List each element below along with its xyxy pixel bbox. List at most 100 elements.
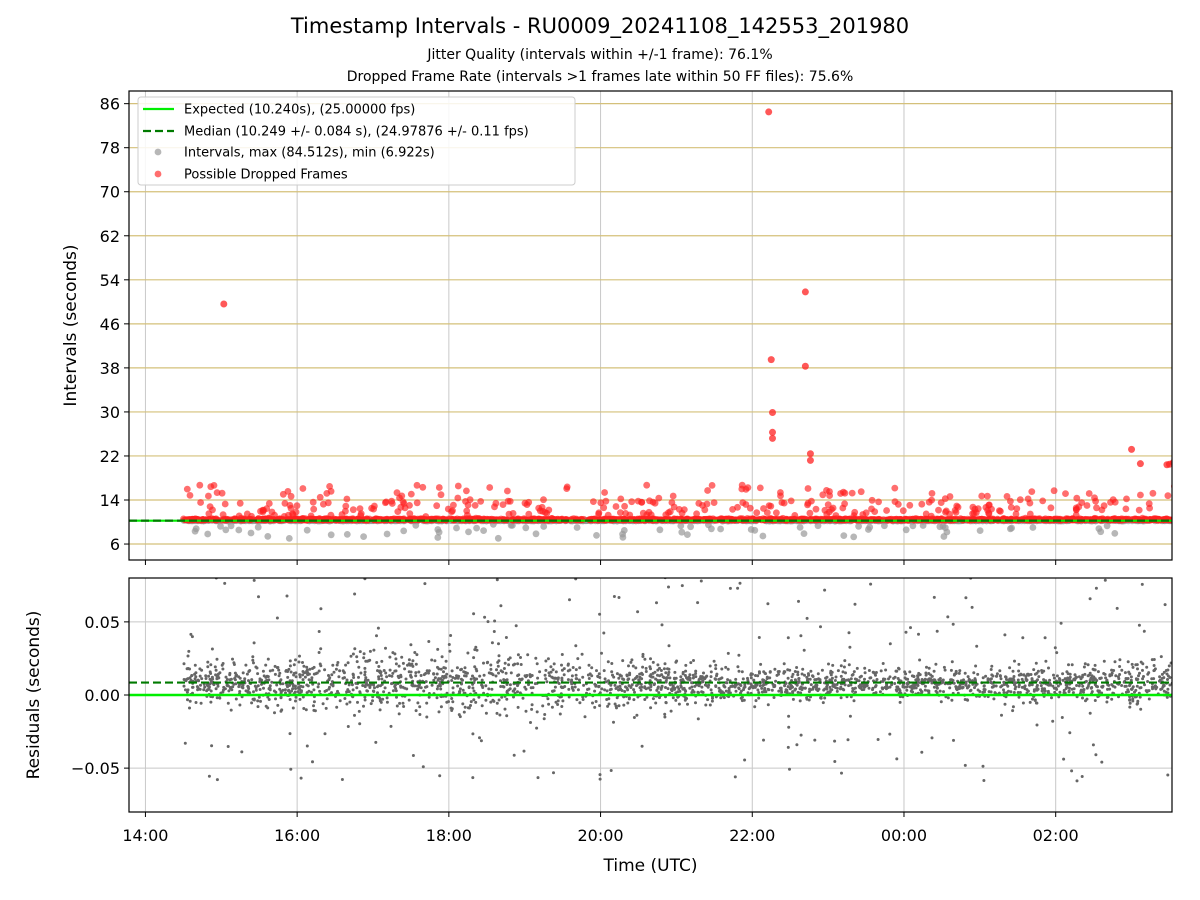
dropped-point bbox=[492, 499, 500, 507]
residual-point bbox=[673, 687, 676, 691]
residual-point bbox=[852, 699, 856, 703]
residual-point bbox=[543, 713, 547, 716]
residual-point bbox=[298, 697, 302, 701]
residual-point bbox=[649, 673, 653, 677]
residual-point bbox=[364, 676, 368, 680]
residual-point bbox=[1016, 678, 1020, 682]
residual-point bbox=[685, 697, 689, 700]
residual-point bbox=[784, 688, 788, 692]
interval-point bbox=[285, 535, 293, 542]
residual-point bbox=[388, 655, 392, 659]
residual-point bbox=[1021, 701, 1025, 705]
residual-point bbox=[363, 698, 367, 702]
residual-point bbox=[932, 595, 936, 599]
residual-point bbox=[593, 689, 597, 693]
residual-point bbox=[289, 670, 293, 674]
residual-point bbox=[731, 684, 735, 688]
residual-point bbox=[393, 683, 397, 687]
residual-point bbox=[1128, 701, 1132, 705]
residual-point bbox=[489, 700, 493, 704]
residual-point bbox=[1024, 675, 1028, 678]
dropped-point bbox=[809, 516, 817, 523]
residual-point bbox=[843, 659, 847, 663]
residual-point bbox=[1096, 670, 1100, 674]
dropped-point bbox=[309, 498, 317, 506]
residual-point bbox=[184, 688, 187, 692]
residual-point bbox=[610, 662, 614, 665]
residual-point bbox=[631, 664, 635, 668]
dropped-point bbox=[540, 496, 547, 504]
residual-point bbox=[926, 678, 930, 682]
residual-point bbox=[324, 706, 328, 710]
residual-point bbox=[252, 578, 256, 582]
residual-point bbox=[674, 698, 678, 702]
residual-point bbox=[1079, 677, 1083, 681]
interval-point bbox=[677, 522, 685, 530]
residual-point bbox=[233, 671, 237, 675]
residual-point bbox=[1033, 672, 1037, 676]
residual-point bbox=[362, 704, 365, 708]
residual-point bbox=[595, 669, 598, 673]
residual-point bbox=[651, 660, 655, 664]
residual-point bbox=[865, 684, 869, 688]
residual-point bbox=[881, 662, 885, 665]
residual-point bbox=[450, 709, 454, 712]
y-tick-label: 78 bbox=[100, 139, 120, 158]
residual-point bbox=[664, 701, 668, 705]
residual-point bbox=[516, 653, 520, 657]
residual-point bbox=[256, 684, 260, 688]
interval-point bbox=[453, 524, 460, 532]
dropped-point bbox=[829, 504, 837, 512]
residual-point bbox=[820, 668, 824, 672]
residual-point bbox=[571, 666, 575, 669]
dropped-point bbox=[763, 509, 771, 516]
residual-point bbox=[668, 676, 672, 680]
dropped-point bbox=[449, 507, 456, 515]
residual-point bbox=[598, 773, 602, 777]
residual-point bbox=[210, 647, 214, 651]
residual-point bbox=[204, 677, 208, 680]
residual-point bbox=[844, 671, 847, 675]
residual-point bbox=[275, 616, 279, 620]
residual-point bbox=[472, 698, 476, 702]
residual-point bbox=[363, 695, 367, 699]
residual-point bbox=[826, 683, 829, 687]
residual-point bbox=[1040, 687, 1044, 691]
residual-point bbox=[374, 740, 378, 744]
residual-point bbox=[563, 685, 567, 688]
residual-point bbox=[680, 584, 684, 588]
residual-point bbox=[754, 699, 758, 703]
residual-point bbox=[605, 698, 609, 701]
interval-point bbox=[473, 524, 480, 532]
dropped-point bbox=[689, 516, 697, 523]
residual-point bbox=[310, 690, 313, 694]
residual-point bbox=[607, 702, 611, 706]
residual-point bbox=[533, 682, 537, 686]
residual-point bbox=[974, 664, 978, 668]
residual-point bbox=[213, 665, 217, 669]
dropped-point bbox=[218, 489, 226, 497]
residual-point bbox=[1085, 697, 1089, 701]
residual-point bbox=[725, 681, 729, 685]
dropped-point bbox=[1171, 518, 1172, 522]
residual-point bbox=[1107, 683, 1111, 687]
residual-point bbox=[790, 679, 793, 682]
residual-point bbox=[461, 702, 465, 706]
residual-point bbox=[1051, 684, 1055, 688]
y-tick-label: 86 bbox=[100, 95, 120, 114]
residual-point bbox=[268, 684, 272, 688]
dropped-point bbox=[1093, 504, 1100, 512]
residual-point bbox=[1141, 662, 1145, 666]
residual-point bbox=[362, 652, 366, 656]
residual-point bbox=[1067, 690, 1071, 694]
residual-point bbox=[600, 687, 604, 691]
intervals-axes-frame bbox=[128, 90, 1173, 561]
residual-point bbox=[1036, 669, 1040, 673]
residual-point bbox=[186, 654, 190, 658]
residual-point bbox=[244, 663, 248, 667]
residual-point bbox=[191, 685, 194, 689]
residual-point bbox=[648, 679, 652, 683]
y-tick-label: 30 bbox=[100, 403, 120, 422]
residual-point bbox=[795, 683, 799, 687]
residual-point bbox=[385, 696, 389, 700]
